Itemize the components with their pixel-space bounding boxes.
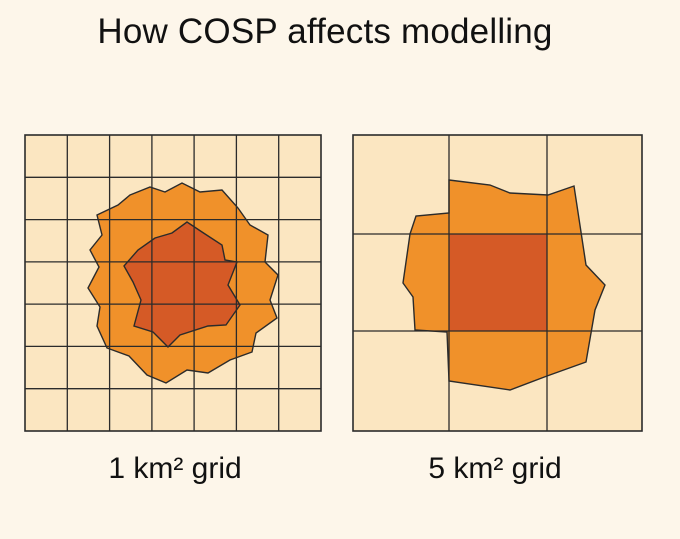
fine-grid-panel [24,134,322,432]
coarse-grid-border [352,134,643,432]
coarse-grid-caption: 5 km² grid [428,452,562,485]
page-title: How COSP affects modelling [97,12,553,51]
fine-grid-caption: 1 km² grid [108,452,242,485]
fine-grid-lines [25,135,321,431]
coarse-grid-lines [353,135,642,431]
fine-inner-region [123,221,241,348]
fine-grid-border [24,134,322,432]
coarse-inner-region [449,234,547,331]
coarse-grid-panel [352,134,643,432]
